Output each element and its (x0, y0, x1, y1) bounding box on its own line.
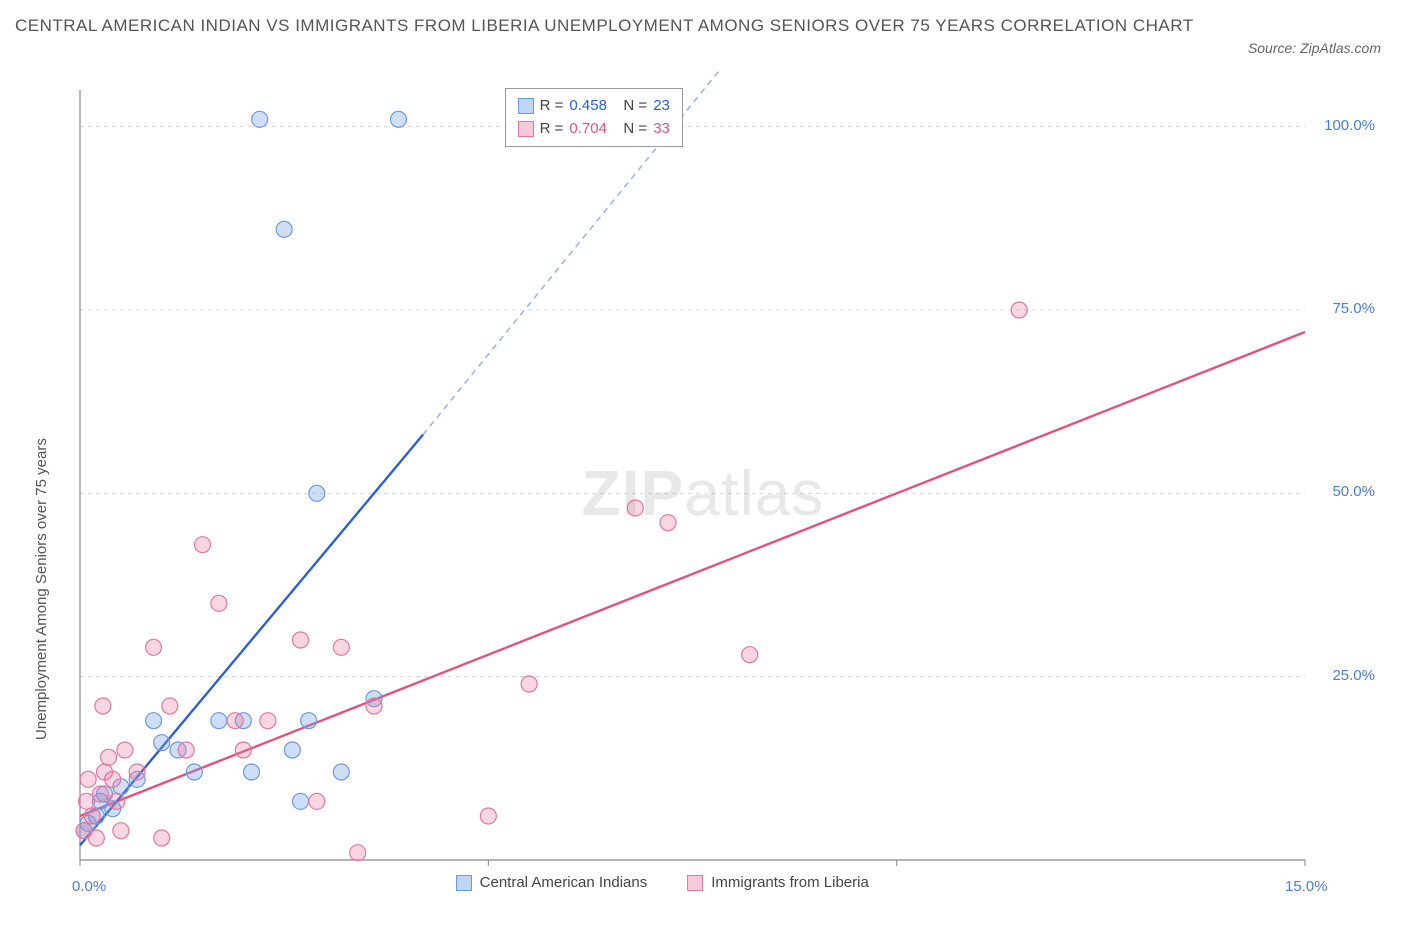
legend-swatch (456, 875, 472, 891)
r-value: 0.704 (569, 118, 617, 141)
x-tick-label: 0.0% (72, 878, 106, 895)
n-value: 23 (653, 95, 670, 118)
n-value: 33 (653, 118, 670, 141)
correlation-info-box: R =0.458 N = 23 R =0.704 N = 33 (505, 88, 683, 147)
x-tick-label: 15.0% (1285, 878, 1328, 895)
r-value: 0.458 (569, 95, 617, 118)
r-label: R = (540, 95, 564, 118)
scatter-chart-svg (15, 70, 1391, 915)
info-swatch (518, 98, 534, 114)
chart-area: ZIPatlas Unemployment Among Seniors over… (15, 70, 1391, 915)
chart-title: CENTRAL AMERICAN INDIAN VS IMMIGRANTS FR… (15, 12, 1206, 39)
info-row: R =0.704 N = 33 (518, 118, 670, 141)
legend-item: Central American Indians (456, 874, 648, 891)
legend-label: Immigrants from Liberia (711, 874, 869, 891)
legend-swatch (687, 875, 703, 891)
source-label: Source: ZipAtlas.com (1248, 40, 1381, 56)
legend-item: Immigrants from Liberia (687, 874, 869, 891)
y-axis-label: Unemployment Among Seniors over 75 years (33, 438, 50, 740)
legend: Central American Indians Immigrants from … (456, 874, 869, 891)
y-tick-label: 100.0% (1324, 117, 1375, 134)
legend-label: Central American Indians (480, 874, 648, 891)
n-label: N = (623, 118, 647, 141)
y-tick-label: 75.0% (1332, 300, 1375, 317)
info-swatch (518, 121, 534, 137)
y-tick-label: 25.0% (1332, 667, 1375, 684)
info-row: R =0.458 N = 23 (518, 95, 670, 118)
n-label: N = (623, 95, 647, 118)
y-tick-label: 50.0% (1332, 483, 1375, 500)
r-label: R = (540, 118, 564, 141)
